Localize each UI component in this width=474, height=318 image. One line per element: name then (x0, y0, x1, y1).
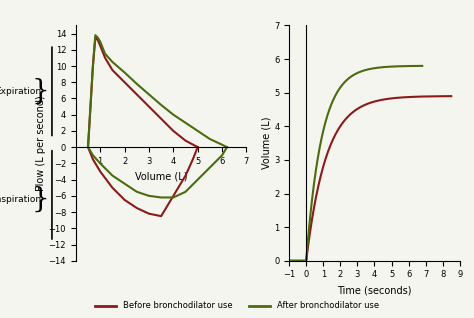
Y-axis label: Flow (L per second): Flow (L per second) (36, 95, 46, 191)
X-axis label: Volume (L): Volume (L) (135, 171, 187, 182)
Text: Expiration: Expiration (0, 87, 42, 96)
Text: }: } (32, 78, 49, 105)
X-axis label: Time (seconds): Time (seconds) (337, 285, 412, 295)
Text: }: } (32, 186, 49, 213)
Text: Inspiration: Inspiration (0, 195, 42, 204)
Y-axis label: Volume (L): Volume (L) (261, 117, 271, 169)
Legend: Before bronchodilator use, After bronchodilator use: Before bronchodilator use, After broncho… (92, 298, 382, 314)
